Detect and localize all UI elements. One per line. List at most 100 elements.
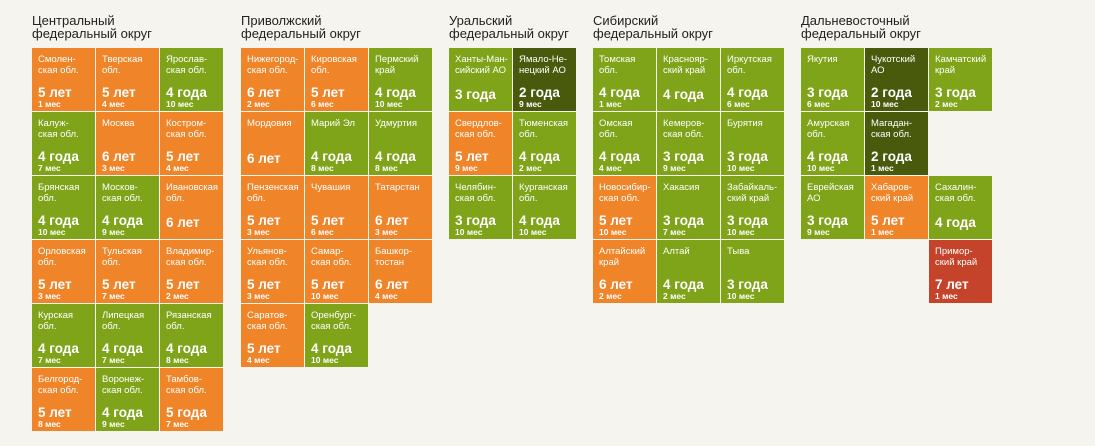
years-value: 2 года [519,85,560,100]
region-tile: Магадан- ская обл. 2 года 1 мес [865,112,928,175]
years-value: 4 года [519,149,560,164]
months-value: 6 мес [311,227,334,237]
region-name: Иркутская обл. [727,54,772,76]
region-tile: Липецкая обл. 4 года 7 мес [96,304,159,367]
years-value: 3 года [455,213,496,228]
region-tile: Мордовия 6 лет [241,112,304,175]
region-name: Башкор- тостан [375,246,413,268]
region-tile: Бурятия 3 года 10 мес [721,112,784,175]
years-value: 3 года [727,277,768,292]
region-name: Ямало-Не- нецкий АО [519,54,568,76]
months-value: 2 мес [166,291,189,301]
region-name: Чувашия [311,182,351,193]
years-value: 5 лет [455,149,489,164]
empty-tile [929,112,992,175]
region-name: Костром- ская обл. [166,118,207,140]
region-name: Удмуртия [375,118,417,129]
region-tile: Забайкаль- ский край 3 года 10 мес [721,176,784,239]
region-tile: Костром- ская обл. 5 лет 4 мес [160,112,223,175]
region-tile: Саратов- ская обл. 5 лет 4 мес [241,304,304,367]
empty-tile [801,240,864,303]
region-name: Пензенская обл. [247,182,299,204]
district-title: Центральный федеральный округ [32,13,152,41]
region-tile: Тюменская обл. 4 года 2 мес [513,112,576,175]
district-grid: Смолен- ская обл. 5 лет 1 мес Тверская обл.… [32,48,223,431]
region-tile: Чувашия 5 лет 6 мес [305,176,368,239]
months-value: 9 мес [102,227,125,237]
region-tile: Рязанская обл. 4 года 8 мес [160,304,223,367]
months-value: 1 мес [38,99,61,109]
region-name: Свердлов- ская обл. [455,118,502,140]
region-name: Ханты-Ман- сийский АО [455,54,508,76]
months-value: 10 мес [38,227,66,237]
district-title: Приволжский федеральный округ [241,13,361,41]
region-tile: Примор- ский край 7 лет 1 мес [929,240,992,303]
months-value: 1 мес [599,99,622,109]
months-value: 8 мес [311,163,334,173]
district-grid: Якутия 3 года 6 мес Чукотский АО 2 года 10 ме… [801,48,992,303]
district-block: Приволжский федеральный округ Нижегород- … [241,14,432,367]
region-name: Сахалин- ская обл. [935,182,977,204]
region-tile: Москов- ская обл. 4 года 9 мес [96,176,159,239]
months-value: 9 мес [663,163,686,173]
district-title: Сибирский федеральный округ [593,13,713,41]
region-name: Воронеж- ская обл. [102,374,145,396]
years-value: 4 года [311,341,352,356]
region-name: Тюменская обл. [519,118,569,140]
months-value: 10 мес [727,291,755,301]
region-tile: Марий Эл 4 года 8 мес [305,112,368,175]
region-tile: Удмуртия 4 года 8 мес [369,112,432,175]
months-value: 9 мес [102,419,125,429]
years-value: 2 года [871,85,912,100]
years-value: 4 года [807,149,848,164]
months-value: 2 мес [247,99,270,109]
years-value: 5 лет [38,85,72,100]
region-name: Курская обл. [38,310,74,332]
region-name: Марий Эл [311,118,355,129]
region-name: Алтайский край [599,246,646,268]
region-tile: Хабаров- ский край 5 лет 1 мес [865,176,928,239]
district-block: Центральный федеральный округ Смолен- ска… [32,14,223,431]
years-value: 5 лет [247,341,281,356]
years-value: 3 года [807,85,848,100]
region-name: Тыва [727,246,750,257]
months-value: 2 мес [599,291,622,301]
months-value: 3 мес [247,291,270,301]
district-grid: Томская обл. 4 года 1 мес Краснояр- ский кр… [593,48,784,303]
region-name: Забайкаль- ский край [727,182,778,204]
region-name: Бурятия [727,118,763,129]
region-tile: Ярослав- ская обл. 4 года 10 мес [160,48,223,111]
region-name: Рязанская обл. [166,310,212,332]
region-tile: Курская обл. 4 года 7 мес [32,304,95,367]
district-block: Дальневосточный федеральный округ Якутия 3… [801,14,992,303]
months-value: 4 мес [247,355,270,365]
region-name: Хабаров- ский край [871,182,914,204]
months-value: 7 мес [38,163,61,173]
region-name: Еврейская АО [807,182,854,204]
region-tile: Томская обл. 4 года 1 мес [593,48,656,111]
months-value: 3 мес [102,163,125,173]
region-tile: Хакасия 3 года 7 мес [657,176,720,239]
region-name: Тверская обл. [102,54,143,76]
region-name: Липецкая обл. [102,310,145,332]
region-tile: Ульянов- ская обл. 5 лет 3 мес [241,240,304,303]
region-tile: Орловская обл. 5 лет 3 мес [32,240,95,303]
region-tile: Оренбург- ская обл. 4 года 10 мес [305,304,368,367]
years-value: 4 года [166,341,207,356]
months-value: 8 мес [375,163,398,173]
region-name: Новосибир- ская обл. [599,182,651,204]
months-value: 10 мес [807,163,835,173]
region-name: Пермский край [375,54,419,76]
months-value: 9 мес [807,227,830,237]
region-name: Смолен- ская обл. [38,54,79,76]
region-name: Магадан- ская обл. [871,118,913,140]
region-name: Самар- ская обл. [311,246,352,268]
years-value: 5 лет [166,149,200,164]
months-value: 3 мес [38,291,61,301]
years-value: 5 лет [871,213,905,228]
region-tile: Калуж- ская обл. 4 года 7 мес [32,112,95,175]
years-value: 5 лет [311,277,345,292]
years-value: 3 года [663,149,704,164]
years-value: 3 года [935,85,976,100]
years-value: 5 лет [247,213,281,228]
